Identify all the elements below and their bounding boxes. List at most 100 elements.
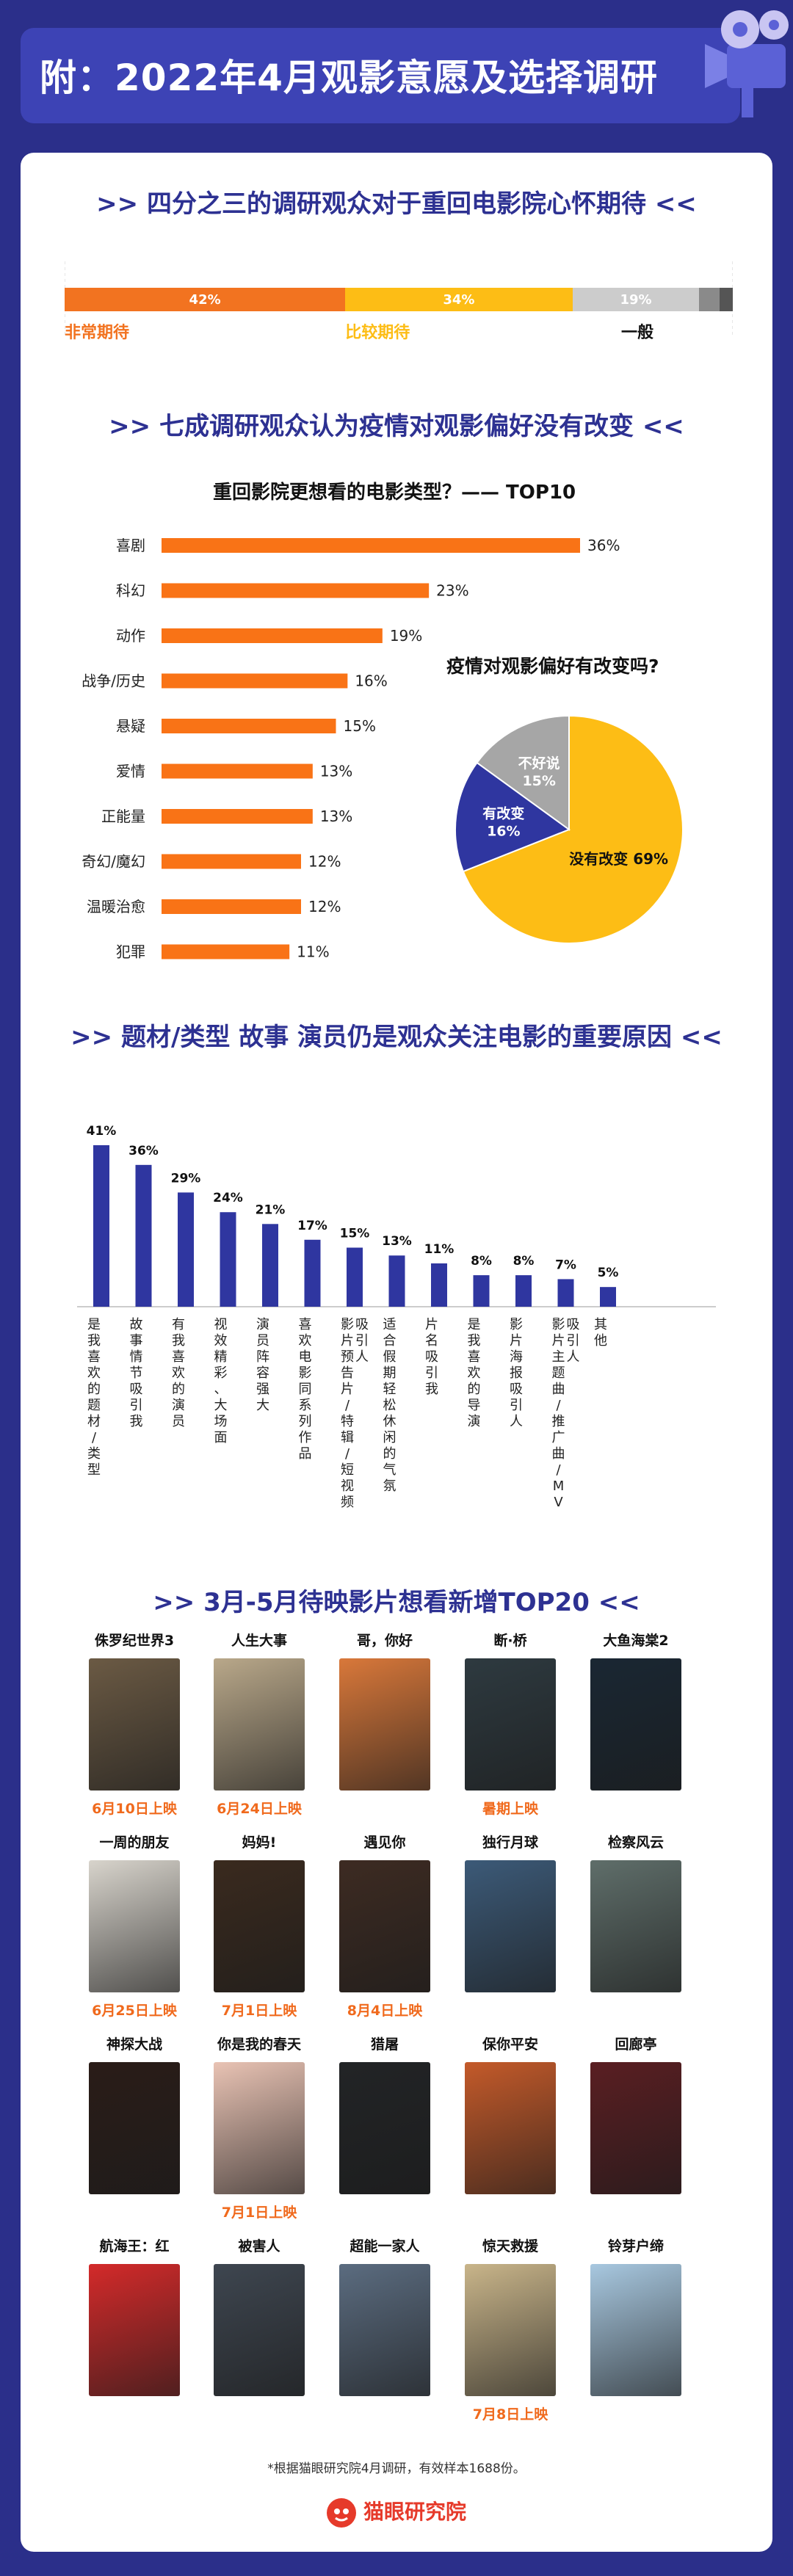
reason-label: 演员阵容强大: [256, 1317, 269, 1413]
release-date: 8月4日上映: [347, 2003, 423, 2019]
genre-label: 爱情: [116, 763, 145, 780]
stack-segment: [699, 288, 720, 311]
movie-poster: [339, 1860, 430, 1992]
movie-card[interactable]: 遇见你 8月4日上映: [337, 1832, 432, 2020]
reason-bar: [93, 1145, 109, 1307]
cat-logo-icon: [326, 2498, 356, 2528]
stack-segment: [719, 288, 733, 311]
movie-title: 一周的朋友: [99, 1835, 170, 1851]
movie-title: 独行月球: [482, 1835, 538, 1851]
movie-card[interactable]: 断·桥暑期上映: [463, 1630, 558, 1818]
movie-card[interactable]: 大鱼海棠2: [588, 1630, 684, 1790]
movie-card[interactable]: 被害人: [211, 2235, 307, 2396]
stack-legend-label: 非常期待: [65, 324, 130, 342]
reason-value: 7%: [555, 1258, 576, 1272]
movie-title: 哥，你好: [356, 1633, 413, 1649]
movie-card[interactable]: 铃芽户缔: [588, 2235, 684, 2396]
reason-bar: [178, 1192, 194, 1307]
genre-label: 悬疑: [116, 717, 145, 735]
movie-card[interactable]: 航海王：红: [87, 2235, 182, 2396]
genre-value: 12%: [308, 898, 341, 915]
pie-chart-title: 疫情对观影偏好有改变吗?: [446, 656, 659, 677]
reason-value: 13%: [382, 1234, 412, 1249]
release-date: 暑期上映: [482, 1801, 538, 1817]
brand-name: 猫眼研究院: [363, 2500, 466, 2524]
movie-poster: [214, 1860, 305, 1992]
genre-bar: [162, 673, 348, 689]
section3-title: >> 题材/类型 故事 演员仍是观众关注电影的重要原因 <<: [70, 1023, 723, 1052]
movie-card[interactable]: 惊天救援 7月8日上映: [463, 2235, 558, 2423]
movie-title: 超能一家人: [350, 2238, 420, 2254]
reason-value: 41%: [87, 1124, 117, 1139]
movie-card[interactable]: 一周的朋友 6月25日上映: [87, 1832, 182, 2020]
reason-bar: [600, 1287, 616, 1307]
reason-bar: [262, 1224, 278, 1307]
movie-card[interactable]: 妈妈! 7月1日上映: [211, 1832, 307, 2020]
movie-card[interactable]: 回廊亭: [588, 2033, 684, 2194]
movie-title: 断·桥: [493, 1633, 527, 1649]
genre-label: 奇幻/魔幻: [82, 853, 145, 871]
reason-label: 适合假期轻松休闲的气氛: [383, 1317, 396, 1494]
genre-value: 12%: [308, 853, 341, 871]
movie-card[interactable]: 独行月球: [463, 1832, 558, 1992]
reason-bar: [388, 1255, 405, 1307]
movie-poster: [465, 1658, 556, 1790]
genre-label: 温暖治愈: [87, 898, 145, 915]
reason-label: 影片预告片/特辑/短视频吸引人: [341, 1317, 369, 1510]
release-date: 6月10日上映: [92, 1801, 177, 1817]
genre-label: 正能量: [101, 808, 145, 825]
movie-card[interactable]: 你是我的春天 7月1日上映: [211, 2033, 307, 2221]
reason-label: 影片主题曲/推广曲/M V吸引人: [552, 1317, 580, 1510]
movie-card[interactable]: 神探大战: [87, 2033, 182, 2194]
movie-title: 铃芽户缔: [607, 2238, 664, 2254]
genre-bar: [162, 854, 301, 869]
release-date: 7月8日上映: [472, 2406, 548, 2423]
genre-bar: [162, 763, 313, 779]
reason-label: 视效精彩、大场面: [214, 1317, 228, 1445]
movie-poster: [590, 2062, 681, 2194]
movie-poster: [465, 2264, 556, 2396]
movie-card[interactable]: 侏罗纪世界3 6月10日上映: [87, 1630, 182, 1818]
genre-label: 喜剧: [116, 537, 145, 554]
reason-value: 8%: [471, 1254, 492, 1269]
movie-card[interactable]: 检察风云: [588, 1832, 684, 1992]
movie-poster: [89, 1860, 180, 1992]
movie-poster: [339, 1658, 430, 1790]
header: 附：2022年4月观影意愿及选择调研: [0, 0, 793, 143]
genre-label: 科幻: [116, 582, 145, 600]
movie-poster: [465, 1860, 556, 1992]
genre-bar: [162, 899, 301, 914]
movie-poster: [214, 2264, 305, 2396]
genre-bar: [162, 583, 430, 598]
movie-card[interactable]: 超能一家人: [337, 2235, 432, 2396]
stack-legend-label: 比较期待: [345, 324, 410, 342]
movie-card[interactable]: 人生大事 6月24日上映: [211, 1630, 307, 1818]
movie-poster: [339, 2062, 430, 2194]
reason-bar: [515, 1275, 532, 1307]
genre-chart-title: 重回影院更想看的电影类型？—— TOP10: [213, 482, 576, 504]
movie-title: 猎屠: [370, 2036, 399, 2053]
movie-poster: [89, 1658, 180, 1790]
movie-card[interactable]: 哥，你好: [337, 1630, 432, 1790]
movie-title: 惊天救援: [482, 2238, 538, 2254]
movie-card[interactable]: 猎屠: [337, 2033, 432, 2194]
movie-title: 人生大事: [231, 1633, 287, 1649]
reason-bar: [431, 1263, 447, 1307]
genre-value: 23%: [436, 582, 468, 600]
footnote: *根据猫眼研究院4月调研，有效样本1688份。: [267, 2461, 526, 2476]
expectation-stacked-bar: 42% 34% 19%: [65, 288, 733, 311]
movie-card[interactable]: 保你平安: [463, 2033, 558, 2194]
movie-title: 被害人: [238, 2238, 280, 2254]
movie-title: 妈妈!: [242, 1835, 277, 1851]
reason-bar: [347, 1247, 363, 1307]
reason-value: 17%: [297, 1219, 327, 1233]
brand: 猫眼研究院: [0, 2496, 793, 2528]
movie-poster: [465, 2062, 556, 2194]
movie-poster: [89, 2062, 180, 2194]
stack-segment: 34%: [345, 288, 573, 311]
reason-label: 是我喜欢的题材/类型: [87, 1317, 101, 1478]
header-banner: [21, 28, 740, 123]
reason-label: 有我喜欢的演员: [172, 1317, 185, 1429]
reason-value: 29%: [171, 1171, 201, 1186]
